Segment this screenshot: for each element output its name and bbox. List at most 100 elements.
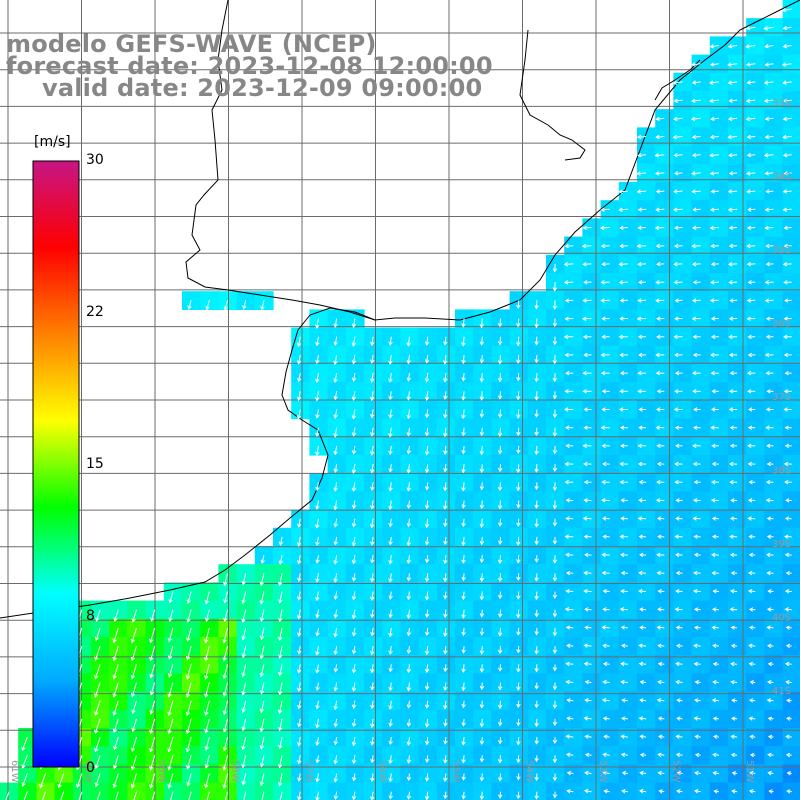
wind-arrow: [298, 609, 301, 619]
field-cell: [564, 764, 583, 784]
wind-arrow: [389, 482, 392, 491]
wind-arrow-head: [278, 671, 283, 677]
wind-arrow-head: [406, 687, 411, 692]
wind-arrow: [389, 555, 392, 564]
wind-arrow-head: [729, 479, 734, 485]
wind-arrow-head: [552, 467, 558, 472]
wind-arrow-head: [388, 560, 393, 565]
wind-arrow: [517, 336, 520, 346]
wind-arrow: [242, 700, 247, 713]
field-cell: [327, 782, 347, 800]
field-cell: [673, 145, 693, 165]
wind-arrow-head: [315, 559, 320, 564]
wind-arrow-head: [602, 516, 607, 521]
wind-arrow: [298, 372, 301, 382]
wind-arrow-head: [583, 479, 589, 485]
wind-arrow-head: [461, 504, 466, 509]
field-cell: [637, 782, 656, 800]
wind-arrow: [260, 645, 265, 659]
field-cell: [655, 728, 674, 747]
field-cell: [728, 400, 747, 420]
field-cell: [728, 637, 747, 656]
wind-arrow: [205, 591, 210, 604]
field-cell: [600, 582, 620, 602]
wind-arrow: [352, 336, 356, 346]
wind-arrow-head: [747, 461, 752, 467]
field-cell: [618, 582, 638, 602]
wind-arrow: [78, 791, 83, 800]
wind-arrow: [186, 700, 192, 716]
field-cell: [746, 728, 765, 747]
wind-arrow: [316, 791, 319, 800]
wind-arrow: [710, 99, 719, 102]
wind-arrow: [316, 427, 319, 436]
wind-arrow-head: [552, 305, 558, 310]
wind-arrow: [499, 518, 501, 526]
wind-arrow-head: [656, 698, 662, 703]
wind-arrow: [655, 227, 665, 229]
wind-arrow: [767, 626, 774, 629]
field-cell: [728, 36, 747, 56]
field-cell: [746, 600, 765, 620]
wind-arrow: [462, 718, 465, 726]
wind-arrow: [426, 482, 429, 490]
field-cell: [673, 746, 693, 765]
wind-arrow-head: [222, 784, 227, 790]
wind-arrow-head: [766, 625, 771, 630]
wind-arrow: [279, 664, 283, 676]
wind-arrow-head: [693, 588, 698, 594]
wind-arrow: [637, 172, 647, 175]
wind-arrow-head: [656, 334, 661, 340]
wind-arrow: [731, 681, 738, 683]
wind-arrow: [517, 718, 520, 726]
wind-arrow: [426, 336, 429, 345]
wind-arrow-head: [94, 764, 99, 769]
wind-arrow: [389, 500, 392, 510]
wind-arrow: [426, 573, 429, 582]
field-cell: [691, 273, 711, 292]
wind-arrow: [279, 755, 283, 768]
field-cell: [728, 72, 747, 92]
wind-arrow-head: [600, 243, 606, 249]
field-cell: [564, 637, 583, 656]
wind-arrow-head: [57, 784, 62, 789]
field-cell: [746, 309, 765, 329]
wind-arrow: [150, 773, 156, 789]
wind-arrow-head: [130, 638, 136, 644]
wind-arrow: [426, 646, 429, 655]
wind-arrow: [639, 590, 647, 592]
wind-arrow: [517, 409, 520, 418]
wind-arrow: [279, 609, 283, 622]
field-cell: [618, 418, 638, 438]
wind-arrow-head: [655, 280, 660, 285]
field-cell: [600, 309, 620, 329]
wind-arrow-head: [479, 685, 485, 691]
field-cell: [600, 436, 620, 456]
wind-arrow: [499, 354, 501, 364]
wind-arrow-head: [479, 558, 485, 564]
field-cell: [673, 418, 693, 438]
wind-arrow-head: [296, 396, 302, 402]
wind-arrow-head: [388, 595, 393, 600]
wind-arrow-head: [564, 479, 569, 485]
wind-arrow: [462, 482, 465, 491]
wind-arrow: [353, 682, 356, 691]
wind-arrow: [297, 336, 301, 347]
wind-arrow-head: [516, 486, 521, 492]
wind-arrow-head: [584, 698, 589, 703]
wind-arrow: [407, 682, 410, 691]
field-cell: [691, 709, 711, 729]
wind-arrow: [389, 536, 392, 545]
wind-arrow-head: [222, 674, 227, 680]
wind-arrow-head: [351, 450, 357, 455]
wind-arrow-head: [728, 261, 733, 267]
wind-arrow: [499, 336, 501, 345]
wind-arrow: [334, 391, 338, 400]
field-cell: [709, 54, 729, 74]
field-cell: [709, 509, 729, 529]
wind-arrow: [426, 536, 429, 545]
wind-arrow-head: [461, 759, 466, 764]
wind-arrow-head: [351, 342, 356, 347]
longitude-label: 57W: [303, 760, 314, 783]
field-cell: [527, 782, 547, 800]
